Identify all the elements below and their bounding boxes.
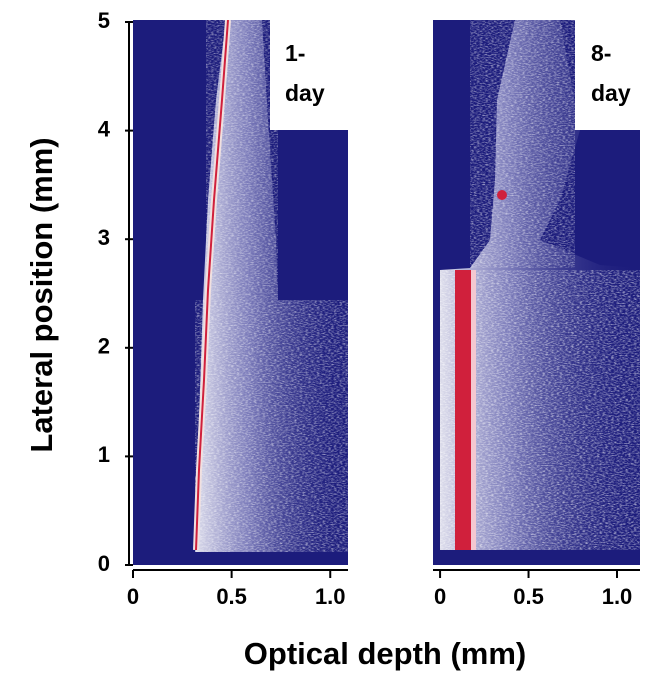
- y-tick-label: 0: [98, 551, 110, 576]
- y-tick-label: 1: [98, 442, 110, 467]
- x-tick-label: 0: [127, 584, 139, 609]
- panel-label: day: [285, 80, 325, 106]
- x-tick-label: 0.5: [513, 584, 544, 609]
- y-tick-label: 3: [98, 225, 110, 250]
- y-tick-label: 5: [98, 8, 110, 33]
- y-tick-label: 4: [98, 116, 111, 141]
- x-tick-label: 0: [434, 584, 446, 609]
- panel-label: 8-: [591, 40, 611, 66]
- y-axis-label: Lateral position (mm): [24, 137, 59, 452]
- x-tick-label: 1.0: [315, 584, 346, 609]
- x-tick-label: 0.5: [216, 584, 247, 609]
- x-tick-label: 1.0: [602, 584, 633, 609]
- panel-label: 1-: [285, 40, 305, 66]
- oct-image: [433, 20, 640, 565]
- y-tick-label: 2: [98, 334, 110, 359]
- oct-image: [133, 20, 348, 565]
- x-axis-label: Optical depth (mm): [244, 636, 526, 671]
- panel-label: day: [591, 80, 631, 106]
